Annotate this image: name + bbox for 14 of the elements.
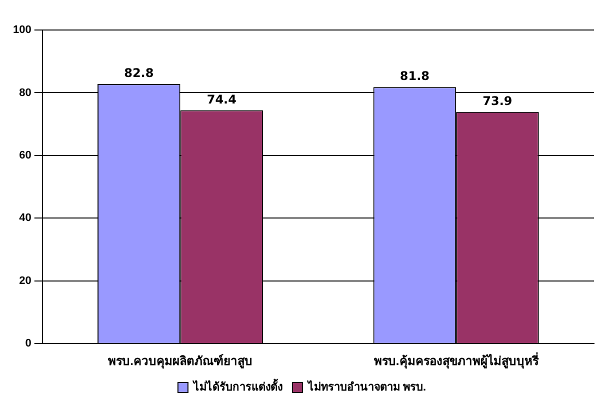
legend-label: ไม่ได้รับการแต่งตั้ง xyxy=(191,378,282,394)
x-tick-label: พรบ.ควบคุมผลิตภัณฑ์ยาสูบ xyxy=(108,354,252,370)
y-tick-label: 100 xyxy=(12,24,32,36)
data-label: 73.9 xyxy=(482,94,512,108)
legend-label: ไม่ทราบอำนาจตาม พรบ. xyxy=(306,380,426,394)
x-tick-label: พรบ.คุ้มครองสุขภาพผู้ไม่สูบบุหรี่ xyxy=(374,352,540,370)
y-tick-label: 20 xyxy=(19,274,32,287)
data-label: 81.8 xyxy=(400,69,430,84)
y-tick-label: 40 xyxy=(19,212,32,224)
y-tick-label: 60 xyxy=(19,149,32,162)
y-tick-label: 0 xyxy=(25,338,32,350)
data-label: 82.8 xyxy=(124,66,154,80)
data-label: 74.4 xyxy=(206,92,236,106)
y-tick-label: 80 xyxy=(19,86,32,99)
